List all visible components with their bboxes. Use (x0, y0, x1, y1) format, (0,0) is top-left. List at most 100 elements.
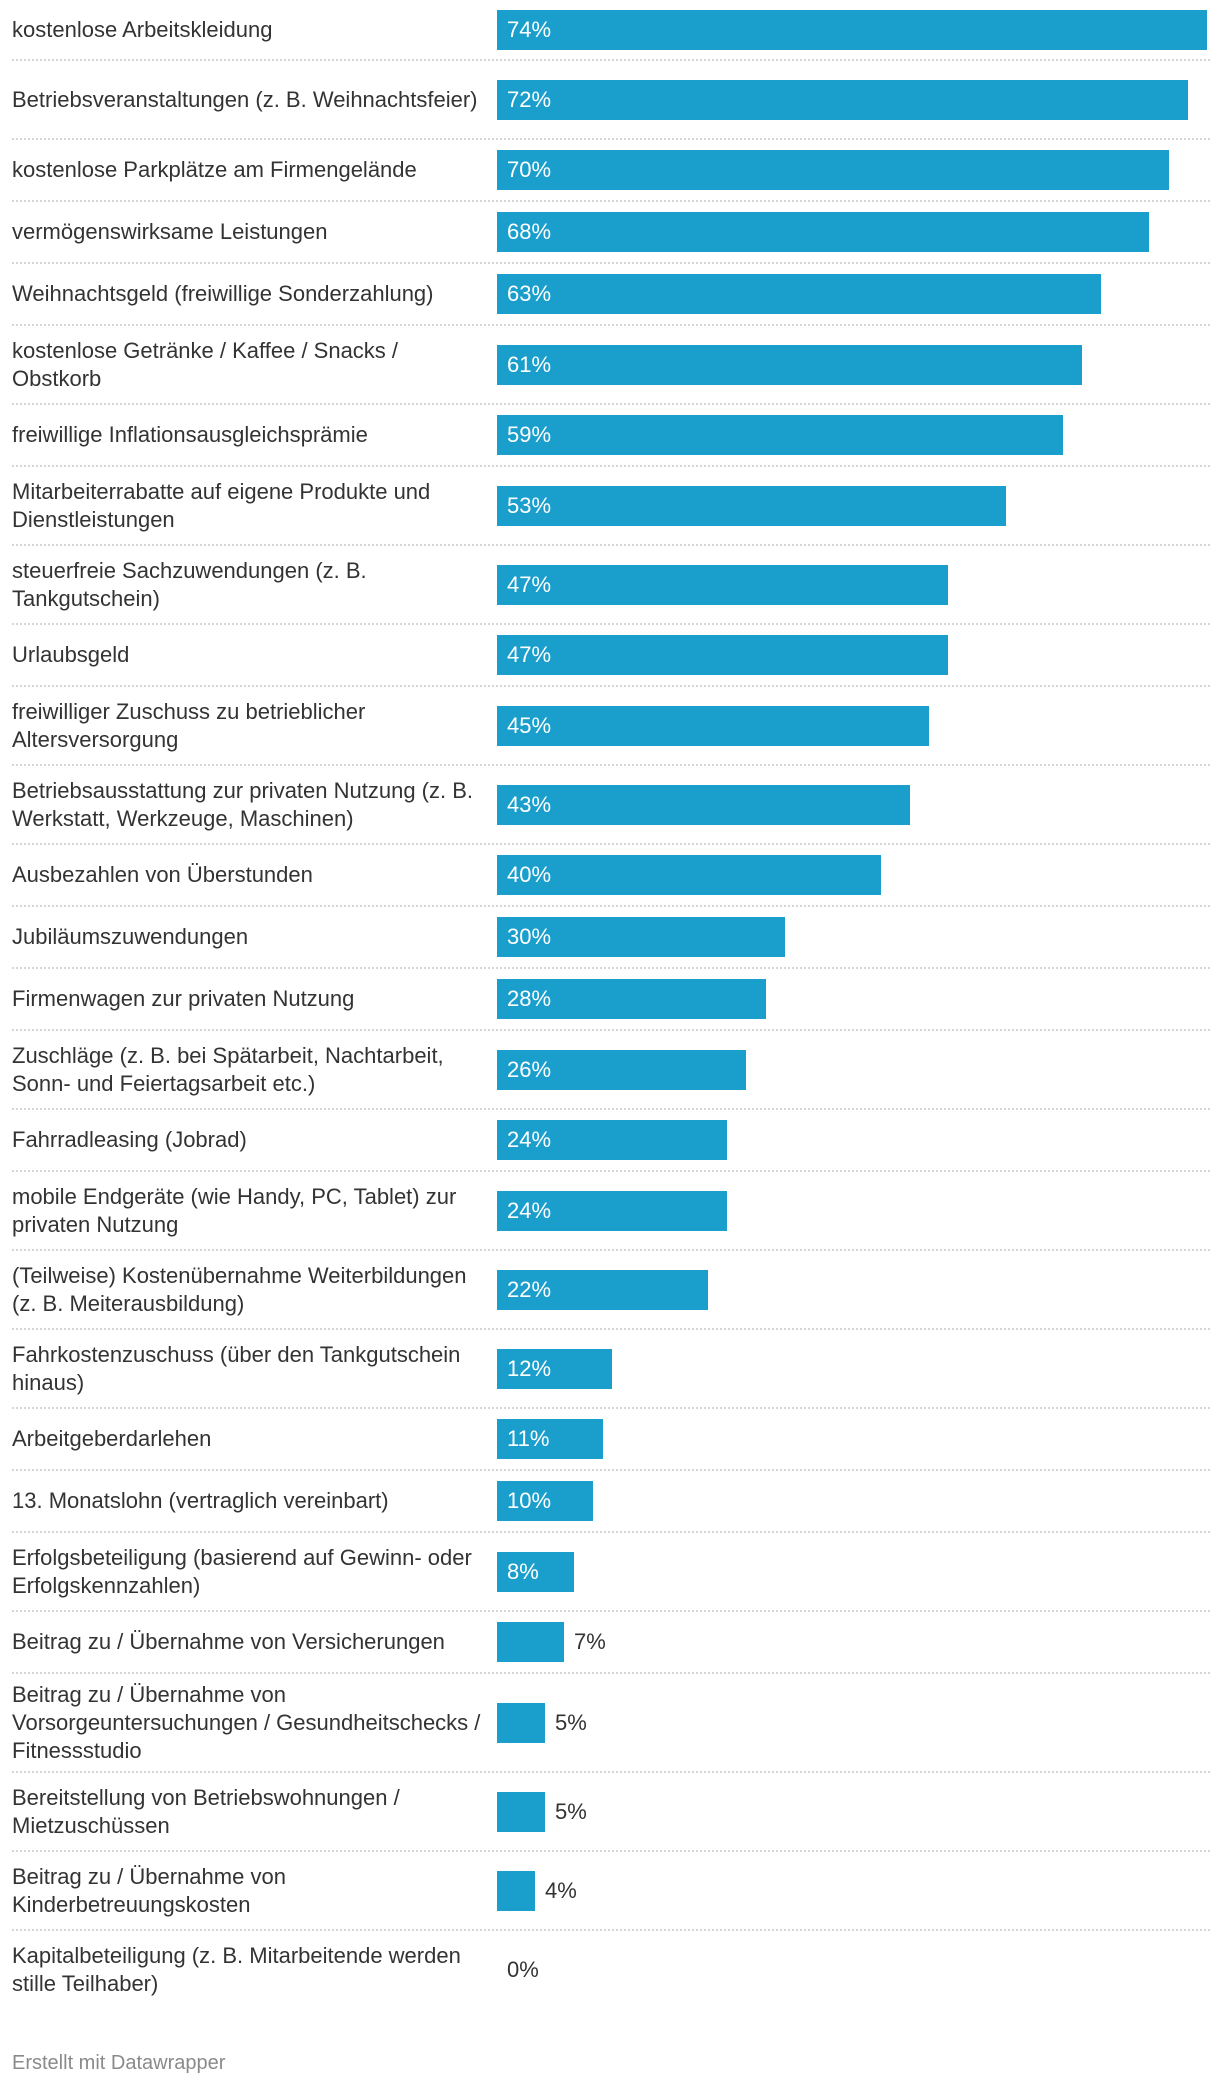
row-separator (12, 623, 1210, 625)
value-label: 47% (507, 572, 552, 597)
row-separator (12, 843, 1210, 845)
category-label: freiwillige Inflationsausgleichsprämie (12, 422, 368, 447)
row-separator (12, 1531, 1210, 1533)
category-label: vermögenswirksame Leistungen (12, 219, 328, 244)
bar (497, 345, 1082, 385)
value-label: 24% (507, 1198, 552, 1223)
value-label: 26% (507, 1057, 552, 1082)
value-label: 11% (507, 1426, 550, 1451)
row-separator (12, 1328, 1210, 1330)
row-separator (12, 138, 1210, 140)
category-label: (Teilweise) Kostenübernahme Weiterbildun… (12, 1262, 467, 1316)
category-label: mobile Endgeräte (wie Handy, PC, Tablet)… (12, 1183, 457, 1237)
row-separator (12, 1108, 1210, 1110)
row-separator (12, 685, 1210, 687)
value-label: 70% (507, 157, 552, 182)
row-separator (12, 544, 1210, 546)
value-label: 12% (507, 1356, 552, 1381)
value-label: 24% (507, 1127, 552, 1152)
category-label: Zuschläge (z. B. bei Spätarbeit, Nachtar… (12, 1042, 444, 1096)
bar (497, 1552, 574, 1592)
value-label: 43% (507, 792, 552, 817)
bar (497, 1419, 603, 1459)
bar (497, 1349, 612, 1389)
bar (497, 1703, 545, 1743)
bar (497, 1270, 708, 1310)
bar (497, 1792, 545, 1832)
bar (497, 486, 1006, 526)
value-label: 47% (507, 642, 552, 667)
bar (497, 1871, 535, 1911)
category-label: 13. Monatslohn (vertraglich vereinbart) (12, 1488, 389, 1513)
value-label: 74% (507, 17, 552, 42)
value-label: 63% (507, 281, 552, 306)
bar (497, 1481, 593, 1521)
bar (497, 1050, 746, 1090)
row-separator (12, 200, 1210, 202)
category-label: Beitrag zu / Übernahme von Vorsorgeunter… (12, 1681, 481, 1763)
value-label: 59% (507, 422, 552, 447)
category-label: Beitrag zu / Übernahme von Kinderbetreuu… (12, 1863, 286, 1917)
category-label: Ausbezahlen von Überstunden (12, 862, 313, 887)
bar (497, 855, 881, 895)
category-label: freiwilliger Zuschuss zu betrieblicher A… (12, 698, 366, 752)
bar (497, 917, 785, 957)
category-label: kostenlose Getränke / Kaffee / Snacks / … (12, 337, 399, 391)
value-label: 45% (507, 713, 552, 738)
bar (497, 979, 766, 1019)
bar (497, 150, 1169, 190)
row-separator (12, 1029, 1210, 1031)
bar (497, 415, 1063, 455)
value-label: 0% (507, 1957, 539, 1982)
row-separator (12, 905, 1210, 907)
row-separator (12, 1929, 1210, 1931)
value-label: 22% (507, 1277, 552, 1302)
category-label: Kapitalbeteiligung (z. B. Mitarbeitende … (12, 1942, 461, 1996)
bar (497, 212, 1149, 252)
bar (497, 10, 1207, 50)
category-label: kostenlose Parkplätze am Firmengelände (12, 157, 417, 182)
value-label: 40% (507, 862, 552, 887)
value-label: 28% (507, 986, 552, 1011)
category-label: Erfolgsbeteiligung (basierend auf Gewinn… (12, 1544, 472, 1598)
value-label: 7% (574, 1629, 606, 1654)
category-label: Urlaubsgeld (12, 642, 130, 667)
row-separator (12, 465, 1210, 467)
value-label: 61% (507, 352, 552, 377)
bar (497, 1191, 727, 1231)
value-label: 4% (545, 1878, 577, 1903)
category-label: Firmenwagen zur privaten Nutzung (12, 986, 355, 1011)
row-separator (12, 764, 1210, 766)
category-label: Bereitstellung von Betriebswohnungen / M… (12, 1784, 400, 1838)
category-label: steuerfreie Sachzuwendungen (z. B. Tankg… (12, 557, 367, 611)
value-label: 5% (555, 1799, 587, 1824)
row-separator (12, 59, 1210, 61)
bar (497, 274, 1101, 314)
row-separator (12, 403, 1210, 405)
row-separator (12, 1170, 1210, 1172)
category-label: Arbeitgeberdarlehen (12, 1426, 212, 1451)
bar (497, 80, 1188, 120)
bar (497, 785, 910, 825)
chart-credit: Erstellt mit Datawrapper (12, 2052, 226, 2074)
category-label: Beitrag zu / Übernahme von Versicherunge… (12, 1629, 445, 1654)
value-label: 68% (507, 219, 552, 244)
category-label: Betriebsveranstaltungen (z. B. Weihnacht… (12, 86, 478, 112)
category-label: Fahrkostenzuschuss (über den Tankgutsche… (12, 1341, 461, 1395)
category-label: kostenlose Arbeitskleidung (12, 17, 273, 42)
value-label: 53% (507, 493, 552, 518)
category-label: Fahrradleasing (Jobrad) (12, 1127, 247, 1152)
value-label: 8% (507, 1559, 539, 1584)
value-label: 10% (507, 1488, 552, 1513)
bar (497, 1622, 564, 1662)
row-separator (12, 1672, 1210, 1674)
row-separator (12, 1249, 1210, 1251)
value-label: 5% (555, 1710, 587, 1735)
bar (497, 635, 948, 675)
category-label: Betriebsausstattung zur privaten Nutzung… (12, 777, 474, 831)
row-separator (12, 1610, 1210, 1612)
category-label: Jubiläumszuwendungen (12, 924, 249, 949)
row-separator (12, 1407, 1210, 1409)
value-label: 30% (507, 924, 552, 949)
